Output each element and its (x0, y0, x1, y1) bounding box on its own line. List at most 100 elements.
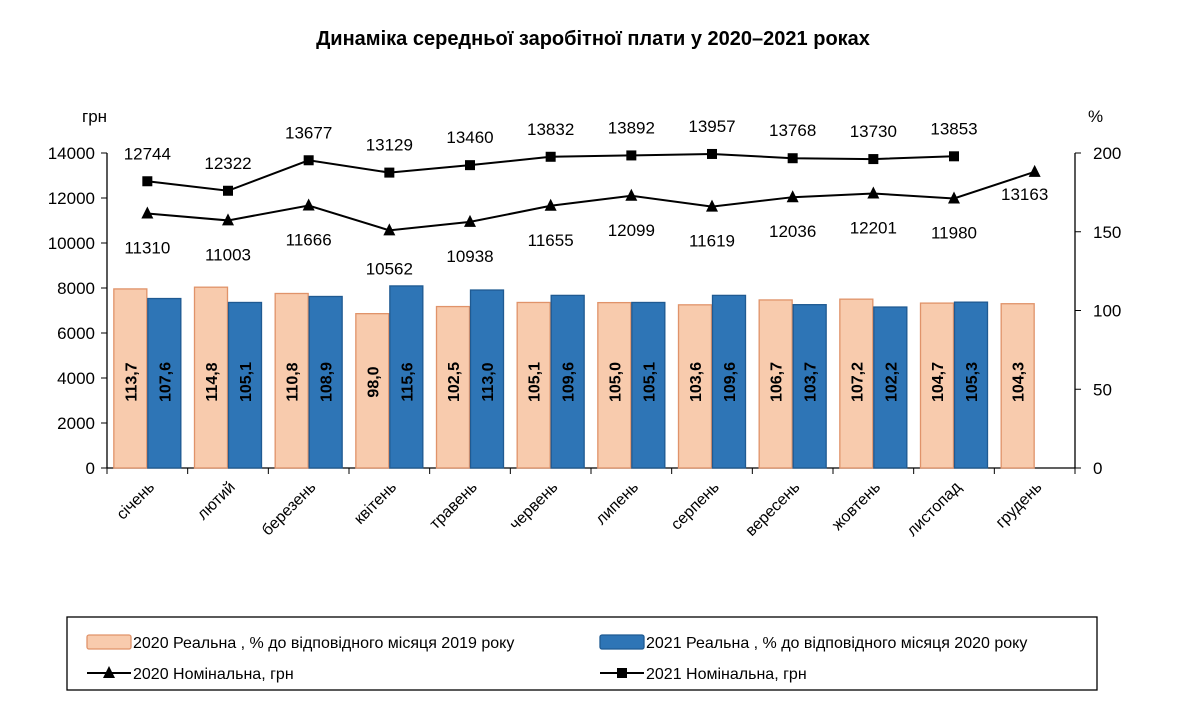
bar-2021 (550, 294, 585, 469)
line-point-label: 13129 (366, 136, 413, 155)
line-point-label: 13460 (446, 128, 493, 147)
line-point-label: 13957 (688, 117, 735, 136)
line-point-label: 12099 (608, 221, 655, 240)
line-point-label: 10562 (366, 259, 413, 278)
triangle-marker (948, 191, 960, 204)
bar-2021 (711, 294, 747, 469)
line-point-label: 11655 (528, 231, 574, 250)
bar-label: 104,3 (1011, 362, 1028, 402)
legend-entry-label: 2021 Реальна , % до відповідного місяця … (646, 635, 1027, 652)
triangle-marker (786, 190, 799, 203)
bar-label: 107,6 (157, 362, 174, 402)
bar-label: 105,0 (607, 362, 624, 402)
square-marker (142, 176, 153, 187)
chart-title: Динаміка середньої заробітної плати у 20… (316, 28, 870, 50)
y-tick-label-left: 4000 (57, 369, 95, 388)
x-category-label: червень (507, 479, 562, 534)
bar-2021 (873, 306, 908, 469)
y-tick-label-right: 150 (1093, 223, 1121, 242)
bar-label: 104,7 (930, 362, 947, 402)
triangle-marker (141, 206, 154, 219)
line-2020 (147, 170, 1035, 232)
square-marker (949, 151, 959, 162)
bar-2020 (516, 301, 551, 469)
square-marker (223, 185, 233, 196)
bar-2020 (274, 292, 309, 469)
square-marker (303, 155, 314, 166)
bar-2021 (631, 301, 666, 469)
bar-2020 (435, 305, 471, 469)
y-tick-label-left: 6000 (57, 324, 95, 343)
y-tick-label-right: 200 (1093, 144, 1121, 163)
x-category-label: травень (427, 479, 481, 533)
triangle-marker (625, 188, 638, 201)
x-category-label: січень (114, 479, 159, 524)
line-point-label: 12201 (850, 218, 897, 237)
square-marker (787, 153, 798, 164)
line-point-label: 13832 (527, 120, 574, 139)
bar-label: 109,6 (722, 362, 739, 402)
bar-label: 103,7 (803, 362, 820, 402)
line-point-label: 11666 (286, 231, 332, 250)
triangle-marker (222, 213, 234, 226)
x-category-label: серпень (668, 479, 723, 534)
line-point-label: 11003 (205, 245, 251, 264)
legend-square-marker (617, 668, 627, 678)
bar-label: 115,6 (399, 362, 416, 401)
bar-label: 113,0 (480, 362, 497, 401)
x-category-label: грудень (993, 479, 1046, 532)
triangle-marker (706, 199, 718, 212)
bar-label: 113,7 (123, 362, 140, 401)
y-tick-label-left: 10000 (48, 234, 95, 253)
square-marker (626, 150, 637, 161)
legend-entry-label: 2021 Номінальна, грн (646, 666, 807, 683)
line-point-label: 13163 (1001, 185, 1048, 204)
triangle-marker (464, 214, 476, 227)
bar-2021 (308, 295, 343, 469)
bar-label: 98,0 (365, 366, 382, 397)
triangle-marker (383, 223, 396, 236)
bar-label: 105,1 (641, 362, 658, 402)
line-point-label: 12036 (769, 222, 816, 241)
bar-2020 (193, 286, 229, 469)
bar-2020 (839, 298, 874, 469)
y-tick-label-left: 14000 (48, 144, 95, 163)
square-marker (868, 154, 879, 165)
bar-label: 108,9 (319, 362, 336, 402)
y-tick-label-left: 8000 (57, 279, 95, 298)
bar-label: 106,7 (769, 362, 786, 402)
line-point-label: 13730 (850, 122, 897, 141)
bar-2021 (227, 301, 263, 469)
x-category-label: лютий (194, 479, 239, 524)
bar-2020 (113, 288, 148, 469)
square-marker (384, 167, 395, 178)
y-tick-label-left: 0 (86, 459, 95, 478)
bar-2020 (355, 312, 390, 469)
line-point-label: 12744 (124, 144, 171, 163)
bar-2021 (469, 289, 505, 469)
x-category-label: липень (593, 479, 643, 529)
line-point-label: 13853 (930, 119, 977, 138)
bar-label: 103,6 (688, 362, 705, 402)
line-point-label: 13892 (608, 118, 655, 137)
bar-label: 102,5 (446, 362, 463, 402)
line-point-label: 12322 (204, 154, 251, 173)
y-tick-label-right: 0 (1093, 459, 1102, 478)
bar-2021 (953, 301, 989, 469)
line-point-label: 11980 (931, 223, 977, 242)
triangle-marker (867, 186, 880, 199)
legend-entry-label: 2020 Реальна , % до відповідного місяця … (133, 635, 514, 652)
bar-2020 (677, 304, 713, 469)
x-category-label: вересень (743, 479, 804, 540)
x-category-label: листопад (904, 478, 965, 539)
y-tick-label-left: 12000 (48, 189, 95, 208)
bar-2020 (597, 301, 632, 469)
bar-label: 105,3 (964, 362, 981, 402)
line-point-label: 13768 (769, 121, 816, 140)
triangle-marker (302, 198, 315, 211)
bar-2021 (389, 285, 424, 469)
bar-2020 (919, 302, 955, 469)
x-category-label: квітень (351, 479, 400, 528)
